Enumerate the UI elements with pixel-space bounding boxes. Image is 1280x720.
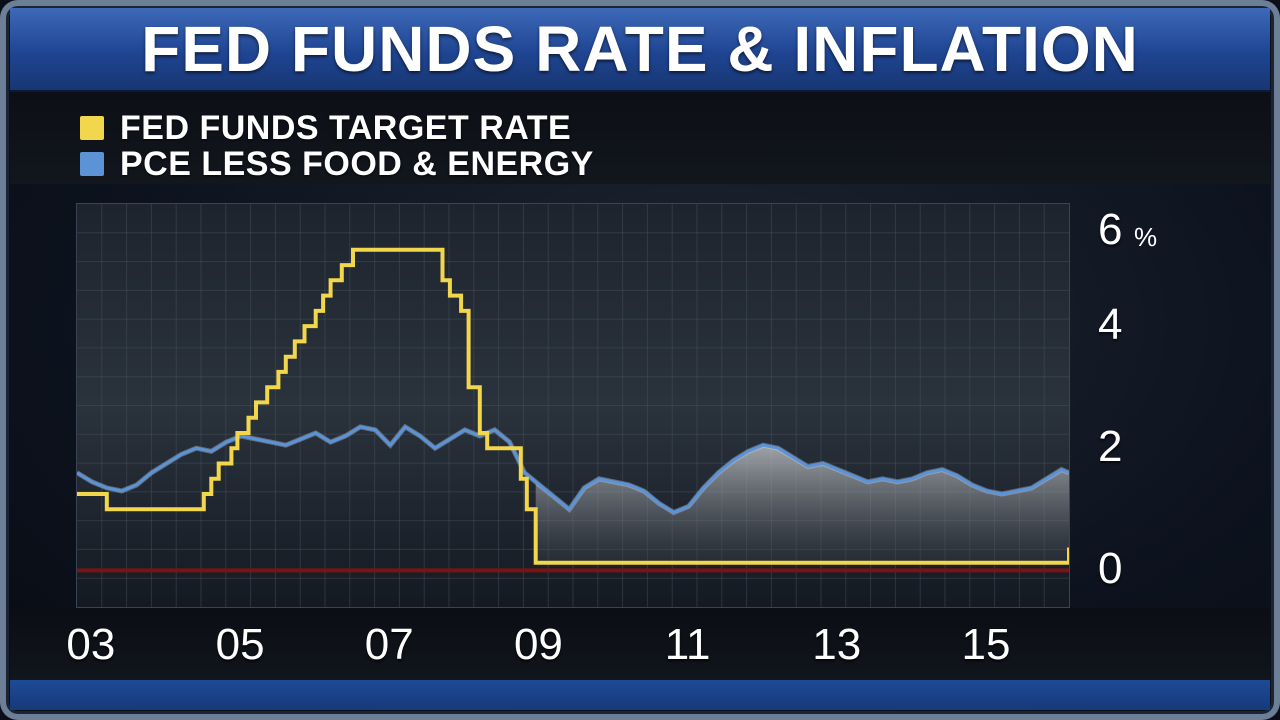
x-tick-label: 07 [364, 620, 414, 669]
x-tick-label: 03 [66, 620, 116, 669]
y-tick-label: 0 [1098, 544, 1123, 594]
legend: FED FUNDS TARGET RATE PCE LESS FOOD & EN… [80, 108, 594, 183]
series-line-pce [77, 425, 1069, 514]
y-tick-label: 6 [1098, 205, 1123, 254]
legend-swatch-fed-funds [80, 116, 104, 140]
x-tick-label: 15 [961, 620, 1011, 669]
y-axis-unit: % [1134, 222, 1158, 252]
x-axis-band [10, 608, 1270, 680]
bottom-strip [10, 680, 1270, 710]
chart-title: FED FUNDS RATE & INFLATION [141, 13, 1139, 85]
legend-item-pce: PCE LESS FOOD & ENERGY [80, 144, 594, 183]
legend-swatch-pce [80, 152, 104, 176]
title-bar: FED FUNDS RATE & INFLATION [10, 8, 1270, 92]
plot-svg [77, 204, 1069, 607]
rate-inflation-gap-area [535, 445, 1069, 563]
series-line-fed-funds [77, 247, 1069, 565]
x-tick-label: 11 [664, 620, 711, 669]
legend-label-fed-funds: FED FUNDS TARGET RATE [120, 108, 572, 147]
plot-area [76, 203, 1070, 608]
x-tick-label: 05 [215, 620, 265, 669]
legend-label-pce: PCE LESS FOOD & ENERGY [120, 144, 594, 183]
legend-item-fed-funds: FED FUNDS TARGET RATE [80, 108, 594, 147]
y-tick-label: 4 [1098, 300, 1123, 350]
y-tick-label: 2 [1098, 422, 1123, 472]
x-tick-label: 09 [513, 620, 563, 669]
legend-band [10, 92, 1270, 184]
x-tick-label: 13 [812, 620, 862, 669]
